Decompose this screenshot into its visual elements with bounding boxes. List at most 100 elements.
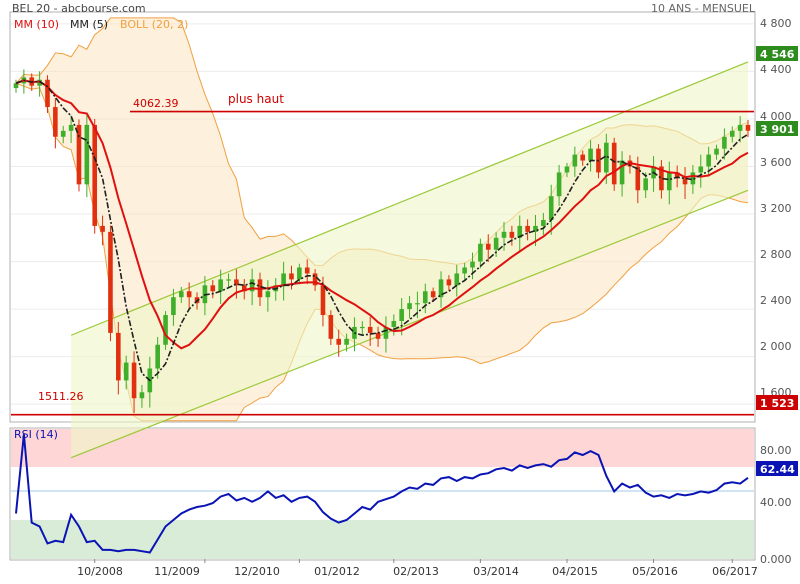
candle-body <box>320 285 326 316</box>
legend-mm5: MM (5) <box>70 18 108 31</box>
candle-body <box>76 124 82 185</box>
candle-body <box>178 291 184 298</box>
candle-body <box>659 166 664 191</box>
candle-body <box>525 225 530 232</box>
rsi-tick: 0.000 <box>760 553 792 566</box>
x-tick: 05/2016 <box>632 565 678 578</box>
candle-body <box>407 303 412 310</box>
candle-body <box>304 267 310 274</box>
candle-body <box>454 273 460 286</box>
candle-body <box>312 273 318 286</box>
rsi-tick: 40.00 <box>760 496 792 509</box>
price-tick: 2 400 <box>760 294 792 307</box>
candle-body <box>328 315 334 339</box>
rsi-series-line <box>15 434 749 554</box>
candle-body <box>13 83 19 89</box>
rsi-tick: 80.00 <box>760 444 792 457</box>
candle-body <box>722 136 727 149</box>
low-badge: 1 523 <box>760 397 794 410</box>
candle-body <box>218 279 223 292</box>
x-tick: 10/2008 <box>77 565 123 578</box>
candle-body <box>556 172 562 197</box>
price-tick: 2 800 <box>760 248 792 261</box>
candle-body <box>383 326 389 339</box>
mm5-line <box>15 79 749 382</box>
candle-body <box>171 297 176 316</box>
trend-channel <box>70 61 749 459</box>
candle-body <box>131 362 137 399</box>
chart-source: BEL 20 - abcbourse.com <box>12 2 146 15</box>
low-badge-bg <box>756 395 798 410</box>
legend-boll: BOLL (20, 2) <box>120 18 188 31</box>
candle-body <box>422 291 428 304</box>
high-text-label: plus haut <box>228 92 284 106</box>
candle-body <box>265 291 271 298</box>
last-badge-bg <box>756 121 798 136</box>
candle-body <box>674 172 680 179</box>
candle-body <box>541 219 546 226</box>
candle-body <box>682 178 688 185</box>
candle-body <box>611 142 617 185</box>
candle-body <box>84 124 90 185</box>
price-tick: 3 600 <box>760 156 792 169</box>
candle-body <box>470 261 475 268</box>
candle-body <box>186 291 192 298</box>
candle-body <box>604 142 609 173</box>
candle-body <box>548 196 554 220</box>
high-badge: 4 546 <box>760 48 795 61</box>
mm10-line <box>15 79 749 350</box>
x-tick: 01/2012 <box>314 565 360 578</box>
candle-body <box>116 332 121 381</box>
candle-body <box>108 231 113 333</box>
candle-body <box>430 291 436 298</box>
rsi-line <box>15 434 749 554</box>
channel-lower-line <box>70 189 749 459</box>
candle-body <box>446 279 452 286</box>
candle-body <box>210 285 216 292</box>
price-tick: 3 200 <box>760 202 792 215</box>
candle-body <box>501 231 507 238</box>
price-tick: 2 000 <box>760 340 792 353</box>
candle-body <box>635 166 641 191</box>
candle-body <box>745 124 751 131</box>
candle-body <box>643 178 648 191</box>
candle-body <box>415 303 420 305</box>
candle-body <box>367 326 373 333</box>
candle-body <box>60 130 66 137</box>
candle-body <box>281 273 286 286</box>
x-tick: 02/2013 <box>393 565 439 578</box>
candle-body <box>698 166 704 173</box>
candle-body <box>53 107 58 137</box>
candle-body <box>123 362 129 381</box>
chart-period: 10 ANS - MENSUEL <box>651 2 756 15</box>
candle-body <box>68 124 74 131</box>
candles <box>13 69 751 413</box>
x-tick: 11/2009 <box>154 565 200 578</box>
candle-body <box>375 332 381 339</box>
candle-body <box>580 154 586 161</box>
x-tick: 12/2010 <box>234 565 280 578</box>
channel-upper-line <box>70 61 749 336</box>
x-tick: 06/2017 <box>712 565 758 578</box>
rsi-title: RSI (14) <box>14 428 58 441</box>
rsi-badge: 62.44 <box>760 463 795 476</box>
candle-body <box>462 267 467 274</box>
candle-body <box>297 267 302 280</box>
candle-body <box>666 172 672 191</box>
candle-body <box>92 124 98 226</box>
x-tick: 04/2015 <box>552 565 598 578</box>
candle-body <box>289 273 294 280</box>
high-value-label: 4062.39 <box>133 97 179 110</box>
candle-body <box>572 154 578 167</box>
price-levels <box>11 110 754 416</box>
candle-body <box>344 338 349 345</box>
low-value-label: 1511.26 <box>38 390 84 403</box>
candle-body <box>493 237 499 250</box>
last-badge: 3 901 <box>760 123 794 136</box>
candle-body <box>249 279 255 292</box>
candle-body <box>619 160 625 185</box>
price-tick: 4 800 <box>760 17 792 30</box>
price-tick: 4 000 <box>760 110 792 123</box>
candle-body <box>564 166 570 173</box>
